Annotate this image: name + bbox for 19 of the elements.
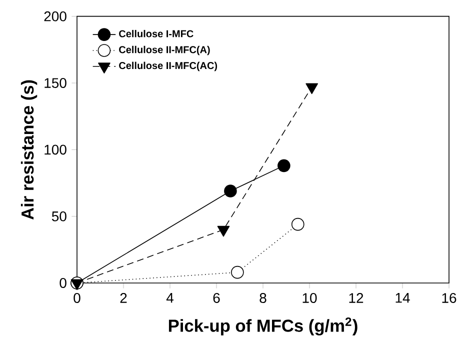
x-tick-label: 2 [120,293,127,303]
x-tick-label: 10 [302,293,317,303]
y-tick-label: 200 [44,11,66,22]
y-tick-label: 150 [44,78,66,88]
x-tick-label: 0 [74,293,80,303]
x-tick-label: 8 [260,293,266,303]
y-tick-label: 100 [44,144,66,155]
x-tick-label: 16 [442,293,456,303]
legend-label: Cellulose I-MFC [119,30,194,38]
x-tick-label: 6 [213,293,220,303]
legend-label: Cellulose II-MFC(AC) [119,62,218,72]
legend-label: Cellulose II-MFC(A) [119,46,210,56]
x-tick-label: 4 [166,293,174,303]
y-tick-label: 50 [52,211,66,222]
x-axis-title: Pick-up of MFCs (g/m$^{2}$) [168,317,358,336]
y-tick-label: 0 [60,278,66,288]
x-tick-label: 14 [396,293,410,303]
y-axis-title: Air resistance (s) [20,80,38,220]
x-tick-label: 12 [349,293,364,303]
